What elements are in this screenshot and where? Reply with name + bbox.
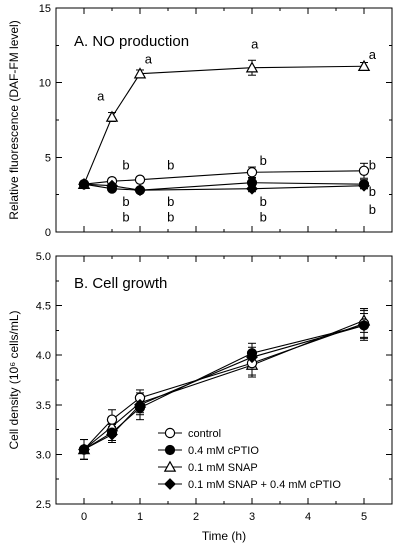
y-tick-label: 3.5 <box>36 400 51 412</box>
legend-label: control <box>188 428 221 440</box>
data-point-series-2 <box>245 61 259 73</box>
y-tick-label: 5.0 <box>36 251 51 263</box>
panel-a-no-production: A. NO production Relative fluorescence (… <box>7 3 393 239</box>
legend-marker-3 <box>164 478 176 490</box>
legend-label: 0.1 mM SNAP <box>188 462 258 474</box>
significance-letter: b <box>122 194 129 209</box>
data-point-series-3 <box>78 178 90 191</box>
series-line-0 <box>83 170 365 185</box>
significance-letter: a <box>369 47 377 62</box>
data-point-series-3 <box>78 443 90 456</box>
x-tick-label: 5 <box>361 511 367 523</box>
y-tick-label: 10 <box>39 78 51 90</box>
series-line-1 <box>83 324 365 450</box>
panel-a-title: A. NO production <box>74 33 189 50</box>
data-point-series-0 <box>106 414 118 425</box>
x-tick-label: 1 <box>137 511 143 523</box>
data-point-series-0 <box>246 167 258 178</box>
series-line-2 <box>83 319 365 450</box>
significance-letter: a <box>145 51 153 66</box>
x-tick-label: 2 <box>193 511 199 523</box>
x-tick-label: 0 <box>81 511 87 523</box>
data-point-series-3 <box>358 319 370 332</box>
significance-letter: b <box>122 210 129 225</box>
data-point-series-3 <box>358 179 370 192</box>
series-line-3 <box>83 324 365 450</box>
significance-letter: b <box>260 210 267 225</box>
legend-label: 0.4 mM cPTIO <box>188 445 259 457</box>
x-axis-label: Time (h) <box>202 529 246 543</box>
legend-marker-2 <box>163 460 177 472</box>
legend-marker-1 <box>164 444 176 456</box>
x-tick-label: 4 <box>305 511 311 523</box>
data-point-series-0 <box>134 174 146 185</box>
data-point-series-0 <box>358 165 370 176</box>
significance-letter: a <box>251 36 259 51</box>
legend: control 0.4 mM cPTIO 0.1 mM SNAP 0.1 mM SNA… <box>158 427 341 491</box>
y-tick-label: 0 <box>45 227 51 239</box>
data-point-series-3 <box>106 179 118 192</box>
legend-label: 0.1 mM SNAP + 0.4 mM cPTIO <box>188 479 341 491</box>
significance-letter: b <box>167 157 174 172</box>
legend-marker-0 <box>164 427 176 439</box>
significance-letter: b <box>369 202 376 217</box>
data-point-series-3 <box>134 184 146 197</box>
significance-letter: b <box>167 210 174 225</box>
significance-letter: b <box>122 157 129 172</box>
significance-letter: a <box>97 89 105 104</box>
data-point-series-2 <box>133 67 147 79</box>
data-point-series-3 <box>246 351 258 364</box>
data-point-series-3 <box>246 182 258 195</box>
panel-b-title: B. Cell growth <box>74 275 167 292</box>
y-tick-label: 4.5 <box>36 301 51 313</box>
significance-letter: b <box>260 194 267 209</box>
y-tick-label: 2.5 <box>36 499 51 511</box>
panel-b-cell-growth: B. Cell growth Cell density (10⁶ cells/m… <box>7 251 393 543</box>
y-tick-label: 5 <box>45 152 51 164</box>
series-line-0 <box>83 322 365 450</box>
significance-letter: b <box>369 157 376 172</box>
significance-letter: b <box>369 184 376 199</box>
significance-letter: b <box>260 153 267 168</box>
data-point-series-2 <box>357 59 371 72</box>
y-tick-label: 15 <box>39 3 51 15</box>
data-point-series-2 <box>105 110 119 122</box>
data-point-series-3 <box>134 398 146 411</box>
y-tick-label: 4.0 <box>36 350 51 362</box>
data-point-series-3 <box>106 428 118 441</box>
x-tick-label: 3 <box>249 511 255 523</box>
panel-a-y-axis-label: Relative fluorescence (DAF-FM level) <box>7 20 21 219</box>
panel-b-y-axis-label: Cell density (10⁶ cells/mL) <box>7 311 21 450</box>
significance-letter: b <box>167 194 174 209</box>
y-tick-label: 3.0 <box>36 449 51 461</box>
